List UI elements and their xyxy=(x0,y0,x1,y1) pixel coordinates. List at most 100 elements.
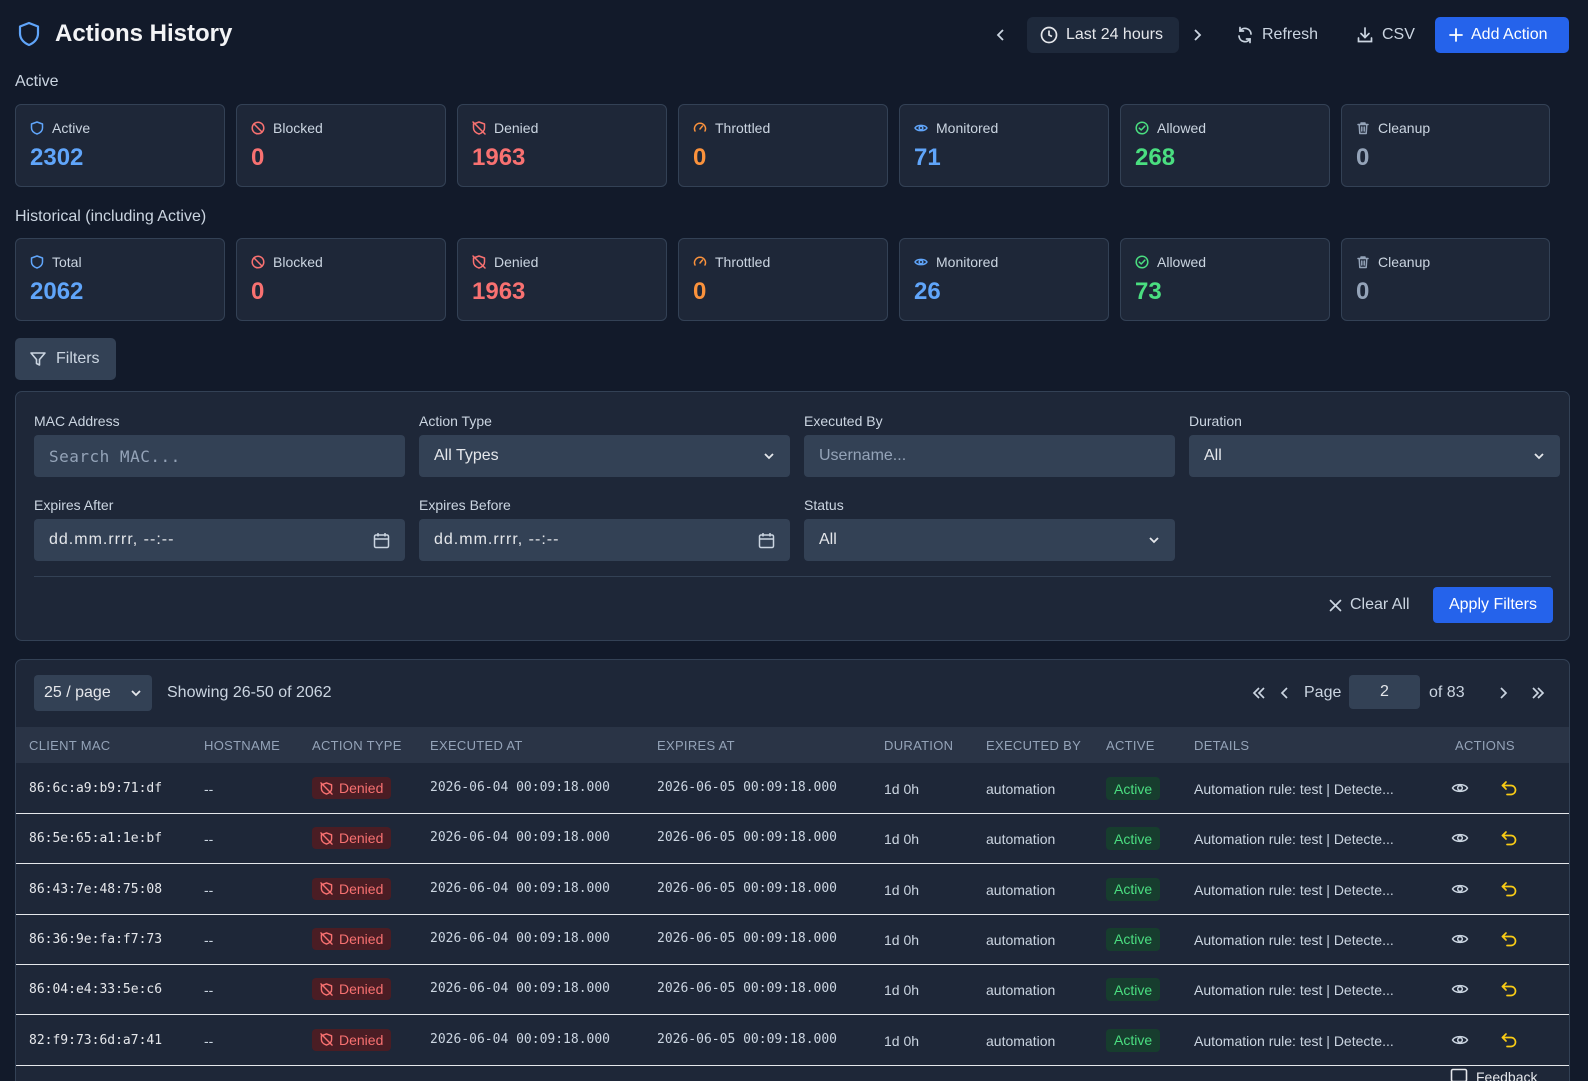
view-button[interactable] xyxy=(1451,880,1469,898)
filter-divider xyxy=(34,576,1551,577)
table-row[interactable]: 86:5e:65:a1:1e:bf -- Denied 2026-06-04 0… xyxy=(16,813,1569,865)
stat-value: 1963 xyxy=(472,144,526,171)
view-button[interactable] xyxy=(1451,779,1469,797)
action-type-select[interactable]: All Types xyxy=(419,435,790,477)
page-number-input[interactable]: 2 xyxy=(1349,675,1420,709)
time-next-button[interactable] xyxy=(1186,17,1208,53)
action-type-badge: Denied xyxy=(312,927,392,950)
executed-by: automation xyxy=(986,831,1056,848)
hostname: -- xyxy=(204,781,214,797)
revert-button[interactable] xyxy=(1500,880,1518,898)
column-header-details[interactable]: DETAILS xyxy=(1194,738,1250,753)
executed-at: 2026-06-04 00:09:18.000 xyxy=(430,880,611,896)
stat-label: Allowed xyxy=(1135,254,1206,270)
last-page-button[interactable] xyxy=(1527,675,1549,711)
filters-toggle-label: Filters xyxy=(56,350,100,367)
chevrons-right-icon xyxy=(1532,687,1545,699)
actions-table-panel: 25 / page Showing 26-50 of 2062 Page 2 o… xyxy=(15,659,1570,1081)
action-type-badge: Denied xyxy=(312,777,392,799)
executed-at: 2026-06-04 00:09:18.000 xyxy=(430,1031,611,1047)
calendar-icon[interactable] xyxy=(373,532,390,549)
apply-filters-button[interactable]: Apply Filters xyxy=(1433,587,1553,623)
eye-icon xyxy=(1451,985,1469,994)
column-header-expires-at[interactable]: EXPIRES AT xyxy=(657,738,735,753)
expires-at: 2026-06-05 00:09:18.000 xyxy=(657,981,838,997)
column-header-active[interactable]: ACTIVE xyxy=(1106,738,1155,753)
executed-at: 2026-06-04 00:09:18.000 xyxy=(430,981,611,997)
executed-by: automation xyxy=(986,1032,1056,1049)
details: Automation rule: test | Detecte... xyxy=(1194,982,1394,999)
column-header-client-mac[interactable]: CLIENT MAC xyxy=(29,738,111,753)
revert-button[interactable] xyxy=(1500,779,1518,797)
filters-toggle-button[interactable]: Filters xyxy=(15,338,116,380)
status-select[interactable]: All xyxy=(804,519,1175,561)
next-page-button[interactable] xyxy=(1492,675,1514,711)
column-header-hostname[interactable]: HOSTNAME xyxy=(204,738,281,753)
eye-icon xyxy=(1451,934,1469,944)
column-header-duration[interactable]: DURATION xyxy=(884,738,954,753)
revert-button[interactable] xyxy=(1500,930,1518,948)
ban-icon xyxy=(251,121,265,135)
eye-icon xyxy=(1451,834,1469,843)
table-row[interactable]: 86:04:e4:33:5e:c6 -- Denied 2026-06-04 0… xyxy=(16,964,1569,1016)
add-action-label: Add Action xyxy=(1471,26,1548,43)
expires-before-input[interactable]: dd.mm.rrrr, --:-- xyxy=(419,519,790,561)
table-row[interactable]: 86:43:7e:48:75:08 -- Denied 2026-06-04 0… xyxy=(16,864,1569,915)
clock-icon xyxy=(1040,26,1058,44)
csv-export-button[interactable]: CSV xyxy=(1356,17,1415,53)
hostname: -- xyxy=(204,982,214,999)
prev-page-button[interactable] xyxy=(1274,675,1296,711)
expires-after-input[interactable]: dd.mm.rrrr, --:-- xyxy=(34,519,405,561)
view-button[interactable] xyxy=(1451,980,1469,998)
view-button[interactable] xyxy=(1451,930,1469,948)
shield-icon xyxy=(30,255,44,269)
active-status-badge: Active xyxy=(1106,1028,1161,1052)
table-row[interactable]: 86:36:9e:fa:f7:73 -- Denied 2026-06-04 0… xyxy=(16,914,1569,965)
column-header-executed-at[interactable]: EXECUTED AT xyxy=(430,738,523,753)
table-row[interactable]: 86:6c:a9:b9:71:df -- Denied 2026-06-04 0… xyxy=(16,763,1569,814)
revert-button[interactable] xyxy=(1500,980,1518,998)
column-header-actions[interactable]: ACTIONS xyxy=(1455,738,1515,753)
total-pages: of 83 xyxy=(1429,684,1465,701)
shield-icon xyxy=(18,21,40,47)
revert-button[interactable] xyxy=(1500,1031,1518,1049)
time-prev-button[interactable] xyxy=(990,17,1012,53)
time-range-button[interactable]: Last 24 hours xyxy=(1027,17,1179,53)
view-button[interactable] xyxy=(1451,829,1469,847)
stat-card-total: Total 2062 xyxy=(15,238,225,321)
first-page-button[interactable] xyxy=(1248,675,1270,711)
undo-icon xyxy=(1501,831,1517,846)
mac-address-field[interactable] xyxy=(34,435,405,477)
calendar-icon[interactable] xyxy=(758,532,775,549)
column-header-executed-by[interactable]: EXECUTED BY xyxy=(986,738,1082,753)
eye-icon xyxy=(1451,884,1469,893)
stat-label: Cleanup xyxy=(1356,254,1430,270)
expires-after-value: dd.mm.rrrr, --:-- xyxy=(49,531,175,548)
view-button[interactable] xyxy=(1451,1031,1469,1049)
executed-by-field[interactable] xyxy=(804,435,1175,477)
duration: 1d 0h xyxy=(884,931,920,948)
table-row[interactable]: 82:f9:73:6d:a7:41 -- Denied 2026-06-04 0… xyxy=(16,1015,1569,1066)
client-mac: 86:43:7e:48:75:08 xyxy=(29,881,163,897)
clear-all-button[interactable]: Clear All xyxy=(1329,593,1410,617)
executed-by-input[interactable] xyxy=(819,447,1160,465)
ban-icon xyxy=(251,255,265,269)
hostname: -- xyxy=(204,1032,214,1049)
trash-icon xyxy=(1356,121,1370,135)
check-circle-icon xyxy=(1135,121,1149,135)
shield-off-icon xyxy=(320,882,333,895)
details: Automation rule: test | Detecte... xyxy=(1194,931,1394,948)
stat-card-denied: Denied 1963 xyxy=(457,238,667,321)
per-page-select[interactable]: 25 / page xyxy=(34,675,152,711)
add-action-button[interactable]: Add Action xyxy=(1435,17,1569,53)
feedback-button[interactable]: Feedback xyxy=(1450,1068,1537,1081)
duration-select[interactable]: All xyxy=(1189,435,1560,477)
revert-button[interactable] xyxy=(1500,829,1518,847)
plus-icon xyxy=(1449,28,1463,42)
duration: 1d 0h xyxy=(884,831,920,848)
mac-search-input[interactable] xyxy=(49,446,390,466)
column-header-action-type[interactable]: ACTION TYPE xyxy=(312,738,402,753)
chevron-down-icon xyxy=(1534,453,1544,460)
refresh-button[interactable]: Refresh xyxy=(1236,17,1318,53)
historical-section-label: Historical (including Active) xyxy=(15,208,207,225)
